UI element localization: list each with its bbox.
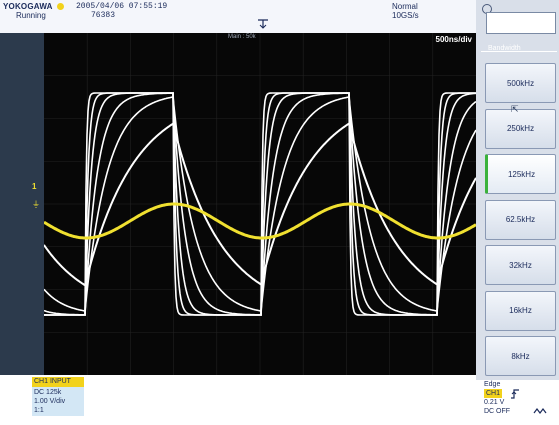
bandwidth-trace (44, 96, 476, 312)
trigger-coupling: DC OFF (484, 408, 511, 415)
acquisition-count: 76383 (91, 11, 116, 20)
waveform-display[interactable]: Main : 50k 500ns/div (44, 33, 476, 375)
ch1-level-marker[interactable]: 1 (32, 182, 37, 191)
bandwidth-trace (44, 122, 476, 287)
waveform-canvas (44, 33, 476, 375)
channel-marker-strip (0, 33, 44, 375)
bandwidth-option-8khz[interactable]: 8kHz (485, 336, 556, 376)
datetime: 2005/04/06 07:55:19 (76, 2, 168, 11)
noise-filter-icon (533, 408, 547, 414)
value-display (486, 12, 556, 34)
trigger-mode: Normal (392, 2, 418, 11)
trigger-source: CH1 (484, 389, 503, 398)
channel-info-body: DC 125k 1.00 V/div 1:1 (32, 387, 84, 416)
bandwidth-trace (44, 92, 476, 316)
rising-edge-icon (511, 389, 519, 399)
brand-logo: YOKOGAWA (3, 2, 53, 11)
sample-rate: 10GS/s (392, 11, 419, 20)
bandwidth-option-16khz[interactable]: 16kHz (485, 290, 556, 331)
graticule (44, 33, 476, 375)
trigger-info[interactable]: Edge CH1 0.21 V DC OFF (484, 380, 554, 416)
bandwidth-option-32khz[interactable]: 32kHz (485, 245, 556, 285)
channel-scale: 1.00 V/div (34, 398, 66, 405)
ch1-waveform (44, 202, 476, 240)
bandwidth-menu-title: Bandwidth (488, 45, 521, 52)
trigger-position-icon (258, 19, 268, 29)
ground-marker-icon: ⏚ (32, 200, 40, 209)
channel-coupling: DC 125k (34, 389, 62, 396)
bandwidth-option-250khz[interactable]: 250kHz (485, 108, 556, 149)
softkey-panel: Bandwidth 500kHz 250kHz 125kHz 62.5kHz 32kHz… (476, 0, 559, 380)
status-bar: YOKOGAWA Running 2005/04/06 07:55:19 763… (0, 0, 476, 33)
bandwidth-option-500khz[interactable]: 500kHz (485, 63, 556, 103)
trigger-type: Edge (484, 381, 501, 388)
mouse-cursor-icon: ⇱ (511, 104, 519, 114)
channel-info[interactable]: CH1 INPUT DC 125k 1.00 V/div 1:1 (32, 377, 84, 416)
bandwidth-traces (44, 92, 476, 316)
bandwidth-option-125khz[interactable]: 125kHz (485, 154, 556, 194)
bandwidth-option-62-5khz[interactable]: 62.5kHz (485, 199, 556, 240)
channel-info-title: CH1 INPUT (32, 377, 84, 387)
running-indicator-icon (57, 3, 64, 10)
trigger-level: 0.21 V (484, 399, 505, 406)
run-state: Running (16, 11, 46, 20)
menu-frame (481, 51, 557, 52)
zoom-label: Main : 50k (228, 34, 256, 40)
channel-probe: 1:1 (34, 407, 44, 414)
time-per-div: 500ns/div (435, 35, 472, 44)
